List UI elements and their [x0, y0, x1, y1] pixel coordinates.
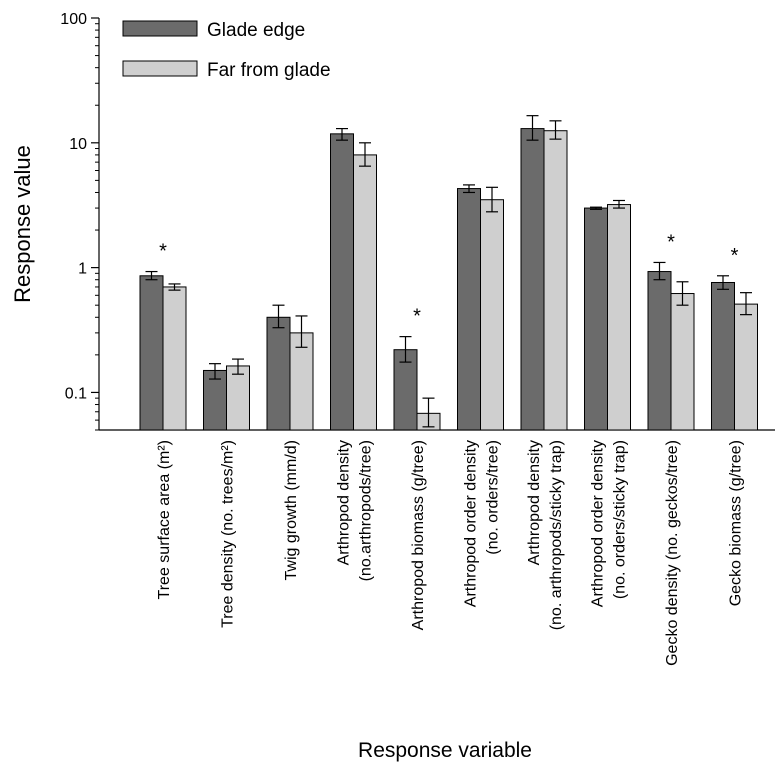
x-tick-label: Gecko biomass (g/tree) — [728, 440, 745, 606]
bar — [607, 204, 631, 431]
x-tick-label: Tree density (no. trees/m²) — [220, 440, 237, 628]
bar — [457, 188, 481, 431]
x-tick-label: Arthropod density — [336, 440, 353, 565]
x-tick-label: Arthropod density — [526, 440, 543, 565]
bar — [734, 303, 758, 431]
x-tick-label: (no. orders/sticky trap) — [612, 440, 629, 599]
significance-star: * — [731, 245, 739, 267]
bar — [139, 275, 164, 431]
bar — [543, 130, 568, 431]
x-tick-label: (no. orders/tree) — [485, 440, 502, 555]
bar — [330, 133, 354, 431]
y-tick-label: 100 — [60, 11, 87, 28]
y-tick-label: 0.1 — [65, 385, 87, 402]
bar — [647, 271, 672, 431]
bar — [480, 199, 504, 431]
bar — [226, 365, 250, 431]
y-axis-label: Response value — [10, 145, 35, 303]
bar — [711, 281, 735, 431]
x-tick-label: Arthropod biomass (g/tree) — [410, 440, 427, 630]
x-tick-label: Twig growth (mm/d) — [283, 440, 300, 580]
legend: Glade edge Far from glade — [122, 20, 331, 81]
significance-star: * — [413, 306, 421, 328]
x-tick-label: Arthropod order density — [463, 440, 480, 607]
bar — [353, 154, 377, 431]
bar — [670, 293, 695, 431]
bar — [520, 128, 545, 431]
bar — [162, 286, 187, 431]
y-tick-label: 10 — [69, 136, 87, 153]
legend-label: Far from glade — [207, 60, 331, 81]
bar — [584, 207, 608, 431]
significance-star: * — [667, 231, 675, 253]
y-tick-label: 1 — [78, 261, 87, 278]
x-tick-label: (no. arthropods/sticky trap) — [548, 440, 565, 630]
bar — [266, 316, 291, 431]
legend-label: Glade edge — [207, 20, 305, 41]
x-tick-label: Gecko density (no. geckos/tree) — [664, 440, 681, 666]
bars — [139, 128, 758, 431]
x-axis-label: Response variable — [358, 739, 532, 762]
x-tick-label: (no.arthropods/tree) — [358, 440, 375, 581]
x-tick-labels: Tree surface area (m²) Tree density (no. … — [156, 440, 745, 666]
significance-star: * — [159, 241, 167, 263]
error-bars — [145, 115, 752, 428]
x-tick-label: Arthropod order density — [590, 440, 607, 607]
legend-swatch — [122, 20, 198, 37]
x-tick-label: Tree surface area (m²) — [156, 440, 173, 599]
legend-swatch — [122, 60, 198, 77]
significance-annotations: * * * * — [159, 231, 739, 327]
